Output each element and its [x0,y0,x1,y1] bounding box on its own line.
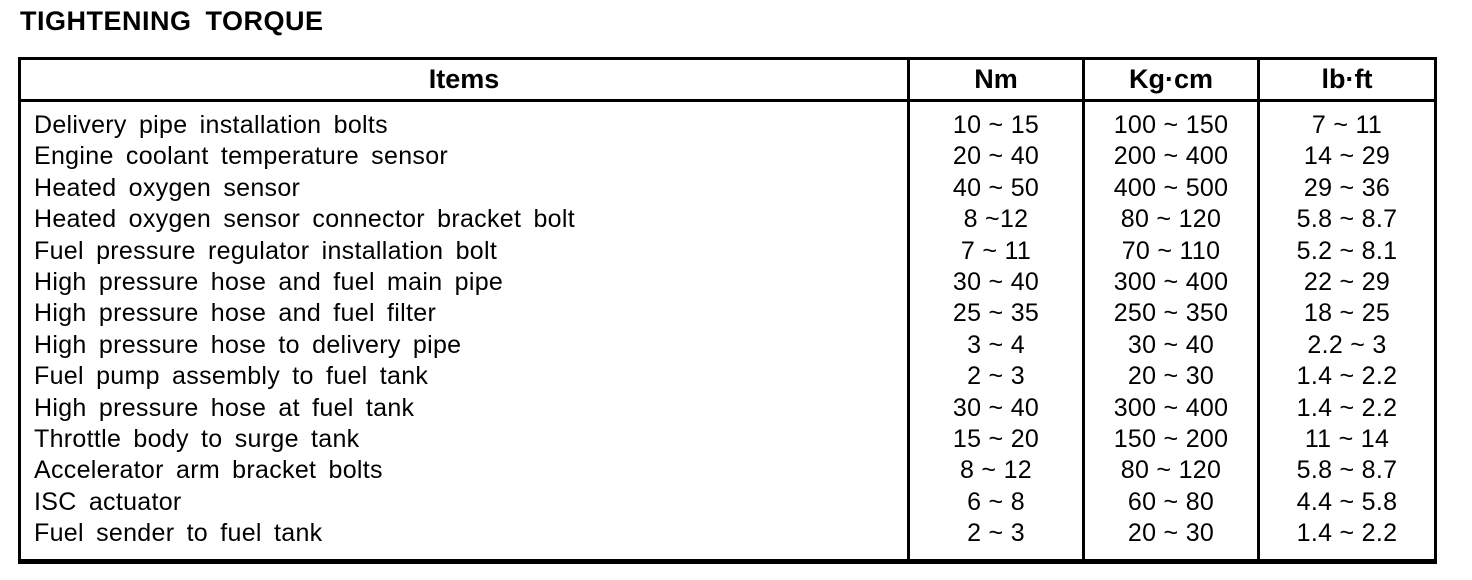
item-cell: Delivery pipe installation bolts [34,111,388,139]
kgcm-cell: 70 ~ 110 [1121,236,1221,265]
lbft-cell: 11 ~ 14 [1304,424,1390,453]
lbft-cell: 2.2 ~ 3 [1307,330,1387,359]
nm-cell: 8 ~12 [963,205,1029,234]
table-header: Items Nm Kg·cm lb·ft [21,60,1434,102]
lbft-cell: 1.4 ~ 2.2 [1296,362,1398,391]
nm-cell: 10 ~ 15 [952,111,1040,139]
nm-column: 10 ~ 15 20 ~ 40 40 ~ 50 8 ~12 7 ~ 11 30 … [907,102,1082,559]
lbft-cell: 5.2 ~ 8.1 [1296,236,1398,265]
item-cell: ISC actuator [34,487,182,516]
column-header-lbft: lb·ft [1257,60,1434,99]
table-body: Delivery pipe installation bolts Engine … [21,102,1434,559]
nm-cell: 40 ~ 50 [952,173,1040,202]
item-cell: Throttle body to surge tank [34,424,360,453]
kgcm-cell: 300 ~ 400 [1113,267,1229,296]
nm-cell: 8 ~ 12 [959,456,1032,485]
item-cell: Engine coolant temperature sensor [34,142,449,171]
column-header-items: Items [428,64,500,94]
kgcm-cell: 20 ~ 30 [1127,519,1215,548]
page-title: TIGHTENING TORQUE [20,6,324,36]
kgcm-cell: 80 ~ 120 [1120,456,1222,485]
item-cell: Fuel pump assembly to fuel tank [34,362,429,391]
nm-cell: 2 ~ 3 [967,362,1025,391]
nm-cell: 2 ~ 3 [967,519,1025,548]
nm-cell: 25 ~ 35 [952,299,1040,328]
item-cell: Heated oxygen sensor [34,173,301,202]
tightening-torque-table: Items Nm Kg·cm lb·ft Delivery pipe insta… [18,57,1437,564]
item-cell: High pressure hose to delivery pipe [34,330,462,359]
kgcm-cell: 400 ~ 500 [1113,173,1229,202]
lbft-cell: 1.4 ~ 2.2 [1296,393,1398,422]
lbft-cell: 29 ~ 36 [1303,173,1391,202]
kgcm-cell: 200 ~ 400 [1113,142,1229,171]
column-header-kgcm: Kg·cm [1082,60,1257,99]
nm-cell: 15 ~ 20 [952,424,1040,453]
nm-cell: 20 ~ 40 [952,142,1040,171]
kgcm-cell: 30 ~ 40 [1127,330,1215,359]
kgcm-cell: 250 ~ 350 [1113,299,1229,328]
kgcm-cell: 100 ~ 150 [1113,111,1229,139]
nm-cell: 30 ~ 40 [952,267,1040,296]
lbft-cell: 14 ~ 29 [1303,142,1391,171]
nm-cell: 7 ~ 11 [960,236,1032,265]
kgcm-cell: 60 ~ 80 [1127,487,1215,516]
lbft-cell: 18 ~ 25 [1303,299,1391,328]
kgcm-cell: 80 ~ 120 [1120,205,1222,234]
kgcm-cell: 20 ~ 30 [1127,362,1215,391]
item-cell: Accelerator arm bracket bolts [34,456,383,485]
item-cell: Fuel sender to fuel tank [34,519,323,548]
lbft-cell: 1.4 ~ 2.2 [1296,519,1398,548]
kgcm-column: 100 ~ 150 200 ~ 400 400 ~ 500 80 ~ 120 7… [1082,102,1257,559]
item-cell: Heated oxygen sensor connector bracket b… [34,205,575,234]
kgcm-cell: 300 ~ 400 [1113,393,1229,422]
lbft-cell: 5.8 ~ 8.7 [1296,205,1398,234]
lbft-column: 7 ~ 11 14 ~ 29 29 ~ 36 5.8 ~ 8.7 5.2 ~ 8… [1257,102,1434,559]
item-cell: High pressure hose and fuel filter [34,299,437,328]
item-cell: High pressure hose at fuel tank [34,393,415,422]
item-cell: High pressure hose and fuel main pipe [34,267,504,296]
column-header-nm: Nm [907,60,1082,99]
lbft-cell: 5.8 ~ 8.7 [1296,456,1398,485]
nm-cell: 3 ~ 4 [967,330,1025,359]
item-cell: Fuel pressure regulator installation bol… [34,236,498,265]
lbft-cell: 7 ~ 11 [1311,111,1383,139]
items-column: Delivery pipe installation bolts Engine … [21,102,907,559]
nm-cell: 6 ~ 8 [967,487,1025,516]
nm-cell: 30 ~ 40 [952,393,1040,422]
lbft-cell: 22 ~ 29 [1303,267,1391,296]
lbft-cell: 4.4 ~ 5.8 [1296,487,1398,516]
kgcm-cell: 150 ~ 200 [1113,424,1229,453]
